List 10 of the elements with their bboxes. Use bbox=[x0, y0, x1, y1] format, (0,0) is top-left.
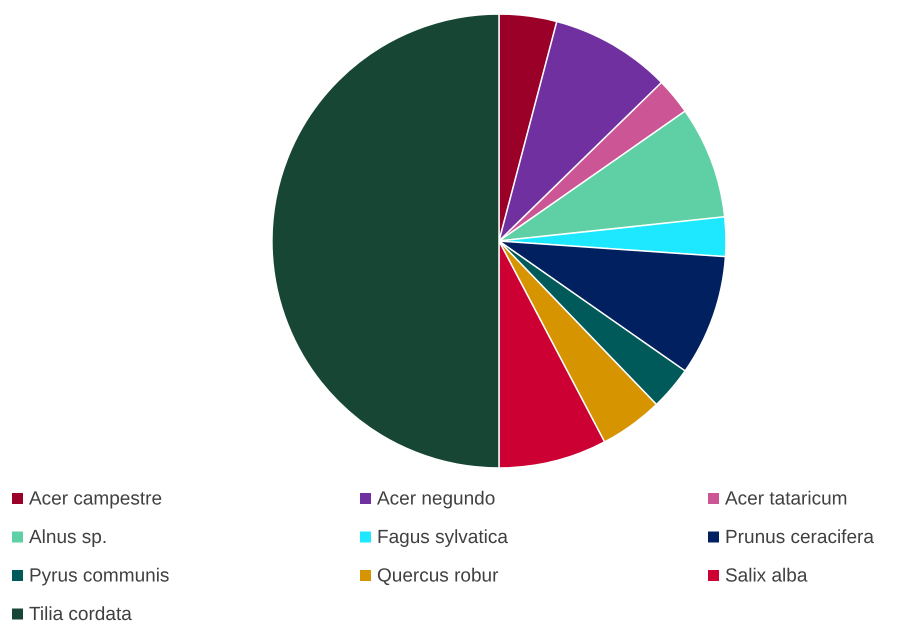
legend-label: Tilia cordata bbox=[29, 604, 132, 625]
legend-label: Pyrus communis bbox=[29, 566, 170, 586]
legend-label: Fagus sylvatica bbox=[377, 527, 508, 548]
legend-label: Acer campestre bbox=[29, 488, 162, 510]
legend-label: Quercus robur bbox=[377, 566, 500, 586]
legend-label: Alnus sp. bbox=[29, 527, 108, 548]
legend-label: Salix alba bbox=[725, 566, 808, 586]
legend-label: Prunus ceracifera bbox=[725, 527, 874, 548]
legend-label: Acer tataricum bbox=[725, 488, 848, 510]
legend-label: Acer negundo bbox=[377, 488, 496, 510]
